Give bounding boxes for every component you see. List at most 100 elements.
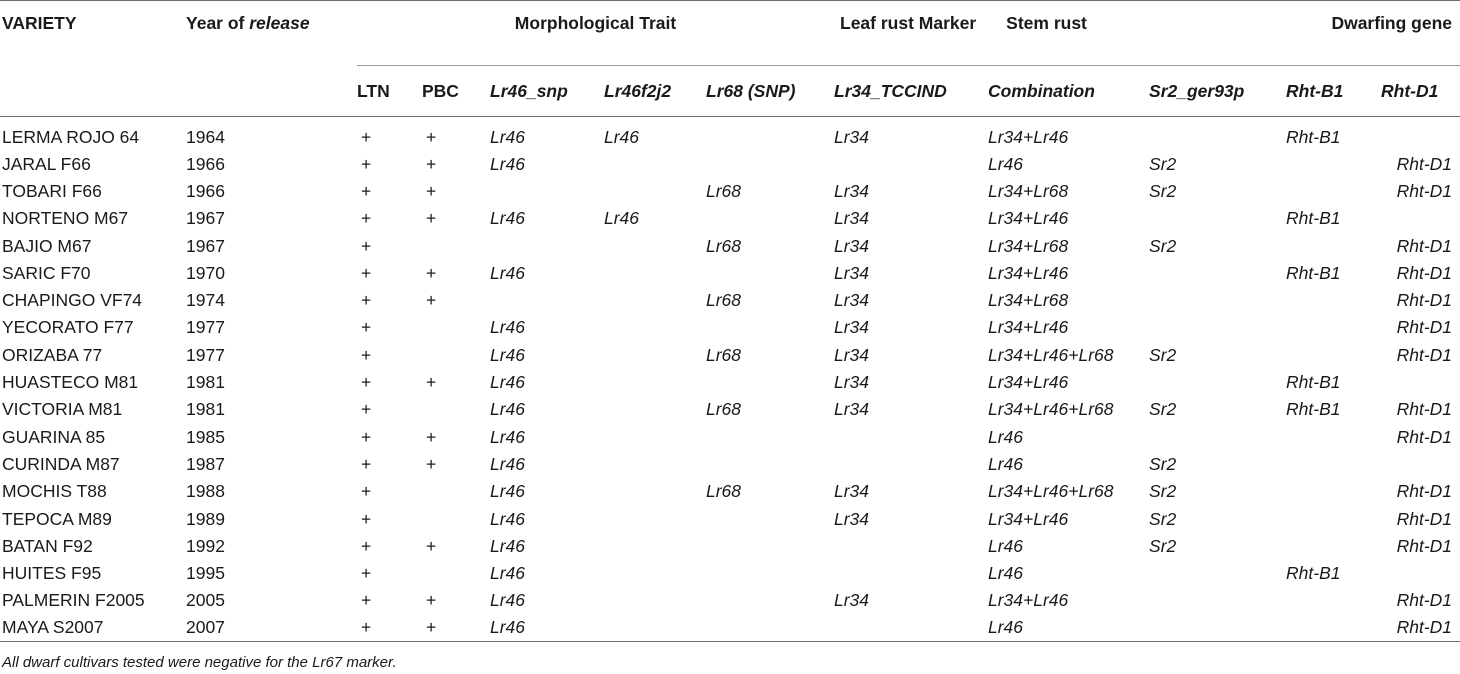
cell-lr46-snp — [490, 232, 604, 259]
cell-pbc: + — [426, 617, 437, 638]
cell-combination: Lr34+Lr46+Lr68 — [988, 344, 1114, 365]
cell-sr2-ger93p — [1149, 423, 1286, 450]
table-row: YECORATO F77 1977 + Lr46 Lr34 Lr34+Lr46 Rht-D1 — [0, 314, 1460, 341]
cell-year: 1992 — [186, 535, 225, 556]
header-rht-d1: Rht-D1 — [1381, 65, 1460, 117]
cell-sr2-ger93p — [1149, 260, 1286, 287]
header-variety: VARIETY — [2, 13, 77, 33]
cell-lr34-tccind: Lr34 — [834, 590, 870, 611]
cell-combination: Lr46 — [988, 426, 1024, 447]
cell-lr68-snp — [706, 314, 834, 341]
cell-sr2-ger93p: Sr2 — [1149, 453, 1177, 474]
cell-lr46-snp — [490, 178, 604, 205]
table-row: MAYA S2007 2007 + + Lr46 Lr46 Rht-D1 — [0, 615, 1460, 642]
cell-rht-b1: Rht-B1 — [1286, 399, 1341, 420]
cell-year: 1981 — [186, 372, 225, 393]
cell-rht-b1 — [1286, 342, 1381, 369]
table-row: LERMA ROJO 64 1964 + + Lr46 Lr46 Lr34 Lr34+Lr46… — [0, 117, 1460, 151]
cell-combination: Lr34+Lr46 — [988, 590, 1069, 611]
cell-sr2-ger93p — [1149, 587, 1286, 614]
cell-lr68-snp: Lr68 — [706, 481, 742, 502]
cell-lr46f2j2 — [604, 478, 706, 505]
cell-combination: Lr34+Lr68 — [988, 180, 1069, 201]
cell-year: 1966 — [186, 180, 225, 201]
cell-pbc: + — [426, 180, 437, 201]
cell-pbc: + — [426, 153, 437, 174]
cell-combination: Lr34+Lr68 — [988, 235, 1069, 256]
cell-lr34-tccind — [834, 533, 988, 560]
cell-year: 1967 — [186, 208, 225, 229]
cell-sr2-ger93p: Sr2 — [1149, 399, 1177, 420]
cell-combination: Lr46 — [988, 453, 1024, 474]
cell-lr46-snp: Lr46 — [490, 617, 526, 638]
cell-lr46-snp: Lr46 — [490, 127, 526, 148]
cell-combination: Lr34+Lr46 — [988, 208, 1069, 229]
cell-lr46f2j2 — [604, 287, 706, 314]
cell-year: 1964 — [186, 127, 225, 148]
header-ltn: LTN — [357, 65, 422, 117]
table-body: LERMA ROJO 64 1964 + + Lr46 Lr46 Lr34 Lr34+Lr46… — [0, 117, 1460, 642]
cell-variety: TEPOCA M89 — [2, 508, 112, 529]
cell-lr46-snp: Lr46 — [490, 453, 526, 474]
cell-ltn: + — [361, 344, 372, 365]
cell-sr2-ger93p: Sr2 — [1149, 235, 1177, 256]
cell-rht-b1 — [1286, 587, 1381, 614]
cell-rht-b1 — [1286, 451, 1381, 478]
cell-rht-d1 — [1381, 560, 1460, 587]
cell-pbc — [422, 478, 490, 505]
cell-lr46f2j2 — [604, 260, 706, 287]
cell-rht-b1: Rht-B1 — [1286, 127, 1341, 148]
cell-lr46f2j2 — [604, 396, 706, 423]
cell-ltn: + — [361, 399, 372, 420]
cell-variety: VICTORIA M81 — [2, 399, 123, 420]
table-row: SARIC F70 1970 + + Lr46 Lr34 Lr34+Lr46 Rht-B1 Rh… — [0, 260, 1460, 287]
cell-rht-d1: Rht-D1 — [1396, 262, 1453, 283]
footnote: All dwarf cultivars tested were negative… — [2, 654, 397, 671]
cell-lr34-tccind — [834, 451, 988, 478]
cell-rht-b1: Rht-B1 — [1286, 262, 1341, 283]
cell-year: 1977 — [186, 317, 225, 338]
cell-ltn: + — [361, 372, 372, 393]
cell-lr68-snp — [706, 587, 834, 614]
cell-lr34-tccind: Lr34 — [834, 344, 870, 365]
header-lr46f2j2: Lr46f2j2 — [604, 65, 706, 117]
cell-pbc — [422, 505, 490, 532]
header-stem-rust: Stem rust — [1006, 13, 1087, 33]
cell-sr2-ger93p: Sr2 — [1149, 344, 1177, 365]
cell-rht-d1: Rht-D1 — [1396, 590, 1453, 611]
cell-pbc — [422, 314, 490, 341]
cell-rht-b1 — [1286, 423, 1381, 450]
cell-rht-d1: Rht-D1 — [1396, 426, 1453, 447]
header-sr2-ger93p: Sr2_ger93p — [1149, 65, 1287, 117]
cell-pbc — [422, 232, 490, 259]
cell-sr2-ger93p — [1149, 287, 1286, 314]
cell-year: 1981 — [186, 399, 225, 420]
cell-lr46f2j2: Lr46 — [604, 208, 640, 229]
cell-pbc — [422, 396, 490, 423]
cell-lr46f2j2 — [604, 560, 706, 587]
cell-lr68-snp — [706, 260, 834, 287]
header-rht-b1: Rht-B1 — [1286, 65, 1382, 117]
table-row: BATAN F92 1992 + + Lr46 Lr46 Sr2 Rht-D1 — [0, 533, 1460, 560]
header-year-italic: release — [249, 13, 310, 33]
cell-lr46-snp: Lr46 — [490, 153, 526, 174]
cell-lr46f2j2 — [604, 587, 706, 614]
cell-ltn: + — [361, 453, 372, 474]
header-leaf-rust: Leaf rust Marker — [840, 13, 977, 33]
cell-combination: Lr34+Lr46 — [988, 127, 1069, 148]
cell-sr2-ger93p — [1149, 205, 1286, 232]
cell-year: 1967 — [186, 235, 225, 256]
cell-ltn: + — [361, 317, 372, 338]
header-row-sub: LTN PBC Lr46_snp Lr46f2j2 Lr68 (SNP) Lr3… — [0, 65, 1460, 117]
header-morphological-trait: Morphological Trait — [514, 13, 677, 33]
cell-rht-d1: Rht-D1 — [1396, 180, 1453, 201]
cell-rht-b1 — [1286, 232, 1381, 259]
table-row: VICTORIA M81 1981 + Lr46 Lr68 Lr34 Lr34+Lr46+L… — [0, 396, 1460, 423]
cell-lr46-snp: Lr46 — [490, 262, 526, 283]
cell-rht-b1 — [1286, 151, 1381, 178]
cell-ltn: + — [361, 590, 372, 611]
cell-lr34-tccind — [834, 615, 988, 642]
cell-lr46f2j2 — [604, 451, 706, 478]
cell-lr46-snp: Lr46 — [490, 372, 526, 393]
